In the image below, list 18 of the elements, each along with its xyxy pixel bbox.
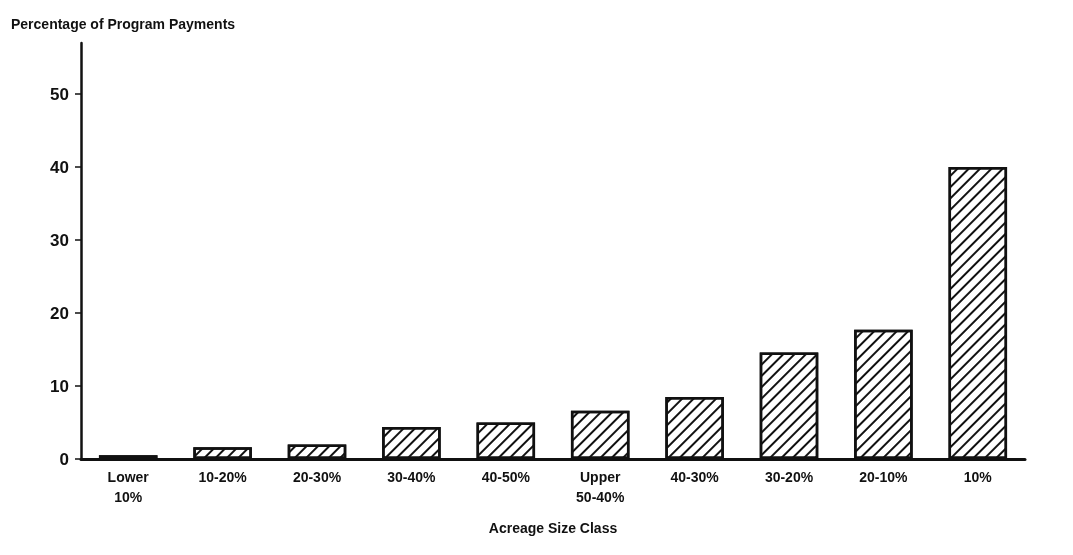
y-tick-label: 0: [59, 449, 69, 469]
x-tick-label: 40-30%: [670, 469, 720, 485]
x-tick-label: Lower 10%: [107, 469, 150, 505]
y-tick-label: 40: [50, 157, 69, 177]
x-tick-label: 20-10%: [859, 469, 909, 485]
y-tick-label: 30: [50, 230, 69, 250]
x-tick-label: 30-40%: [387, 469, 437, 485]
y-tick-label: 50: [50, 84, 69, 104]
x-tick-label: 40-50%: [481, 469, 531, 485]
x-axis-title: Acreage Size Class: [488, 520, 618, 536]
x-tick-label: 20-30%: [292, 469, 342, 485]
y-tick-label: 20: [50, 303, 69, 323]
x-tick-label: 10-20%: [198, 469, 248, 485]
x-tick-label: 30-20%: [764, 469, 814, 485]
y-axis-title: Percentage of Program Payments: [11, 16, 236, 32]
x-tick-label: Upper 50-40%: [576, 469, 625, 505]
x-tick-label: 10%: [963, 469, 993, 485]
y-tick-label: 10: [50, 376, 69, 396]
